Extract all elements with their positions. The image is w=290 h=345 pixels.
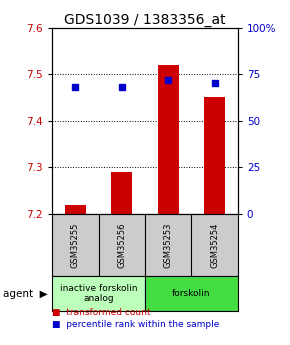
- Bar: [52, 276, 145, 310]
- Text: GSM35254: GSM35254: [210, 222, 219, 268]
- Text: GSM35255: GSM35255: [71, 222, 80, 268]
- Title: GDS1039 / 1383356_at: GDS1039 / 1383356_at: [64, 12, 226, 27]
- Text: forskolin: forskolin: [172, 289, 211, 298]
- Bar: [158, 65, 179, 214]
- Text: GSM35256: GSM35256: [117, 222, 126, 268]
- Bar: [111, 172, 132, 214]
- Bar: [204, 97, 225, 214]
- Text: ■  percentile rank within the sample: ■ percentile rank within the sample: [52, 320, 220, 329]
- Text: agent  ▶: agent ▶: [3, 289, 48, 299]
- Bar: [145, 276, 238, 310]
- Bar: [65, 205, 86, 214]
- Text: GSM35253: GSM35253: [164, 222, 173, 268]
- Text: ■  transformed count: ■ transformed count: [52, 308, 151, 317]
- Text: inactive forskolin
analog: inactive forskolin analog: [60, 284, 137, 303]
